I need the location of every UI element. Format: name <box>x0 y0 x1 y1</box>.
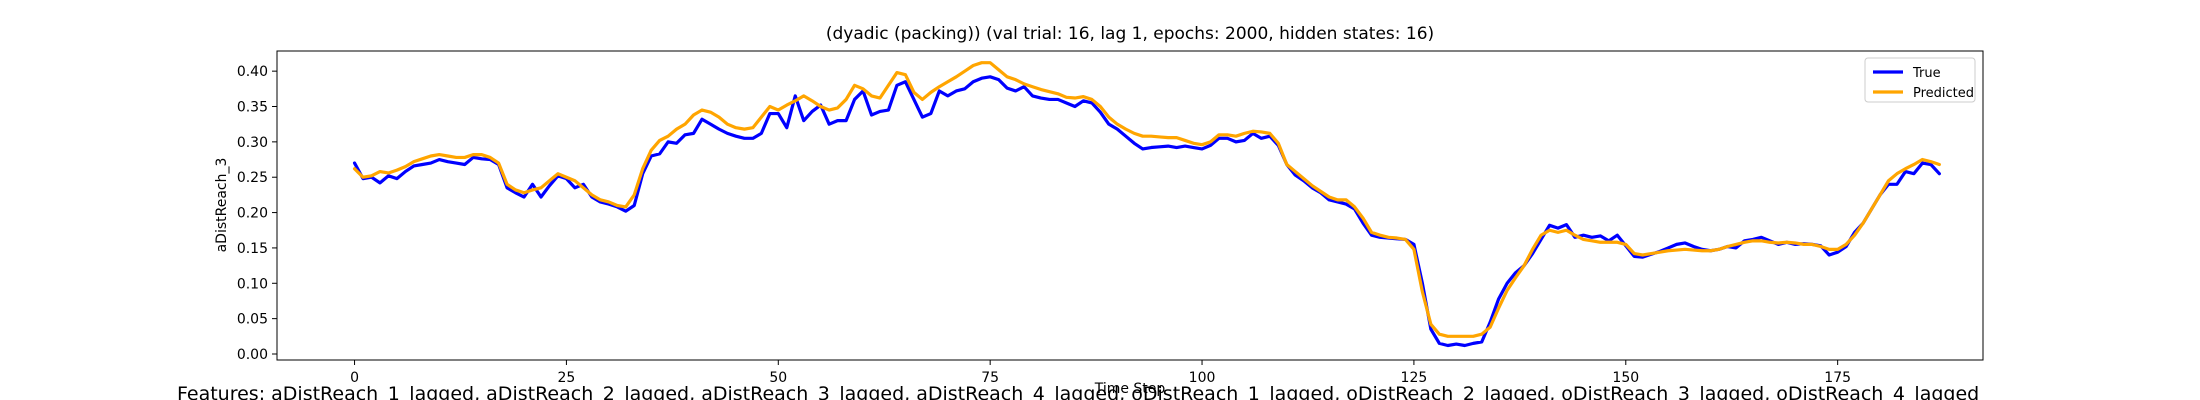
y-tick-label: 0.25 <box>237 170 268 186</box>
features-caption: Features: aDistReach_1_lagged, aDistReac… <box>177 383 1979 400</box>
legend: True Predicted <box>1864 57 1976 103</box>
chart-title: (dyadic (packing)) (val trial: 16, lag 1… <box>826 24 1434 44</box>
series-line-predicted <box>352 61 1941 338</box>
y-tick-label: 0.40 <box>237 64 268 80</box>
y-tick-label: 0.20 <box>237 206 268 222</box>
y-tick-label: 0.30 <box>237 135 268 151</box>
legend-label-true: True <box>1912 66 1941 81</box>
x-tick-label: 175 <box>1824 370 1851 386</box>
x-tick-label: 25 <box>558 370 576 386</box>
y-axis-label: aDistReach_3 <box>214 158 230 253</box>
legend-label-predicted: Predicted <box>1913 86 1974 101</box>
x-tick-label: 125 <box>1401 370 1428 386</box>
x-tick-label: 75 <box>981 370 999 386</box>
x-tick-label: 50 <box>769 370 787 386</box>
y-tick-label: 0.05 <box>237 312 268 328</box>
x-axis-label: Time Step <box>1094 381 1166 397</box>
plot-area <box>276 50 1984 361</box>
series-layer <box>352 61 1941 348</box>
x-tick-label: 0 <box>350 370 359 386</box>
y-tick-label: 0.00 <box>237 347 268 363</box>
x-axis: 0 25 50 75 100 125 150 175 <box>350 360 1851 386</box>
y-tick-label: 0.15 <box>237 241 268 257</box>
x-tick-label: 150 <box>1612 370 1639 386</box>
y-tick-label: 0.35 <box>237 100 268 116</box>
y-tick-label: 0.10 <box>237 276 268 292</box>
y-axis: 0.00 0.05 0.10 0.15 0.20 0.25 0.30 0.35 0.40 <box>237 64 277 363</box>
series-line-true <box>352 75 1941 348</box>
x-tick-label: 100 <box>1189 370 1216 386</box>
